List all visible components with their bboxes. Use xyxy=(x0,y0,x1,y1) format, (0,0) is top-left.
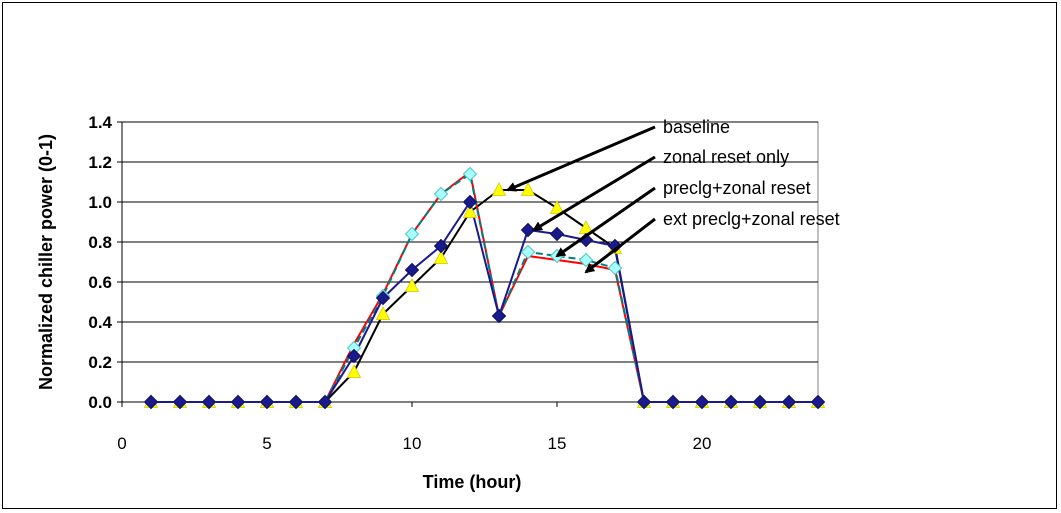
data-point-zonal-reset-only xyxy=(752,394,768,410)
y-tick-label: 0.4 xyxy=(88,313,112,332)
data-point-zonal-reset-only xyxy=(781,394,797,410)
data-point-zonal-reset-only xyxy=(172,394,188,410)
data-point-baseline xyxy=(433,250,449,264)
data-point-zonal-reset-only xyxy=(491,308,507,324)
data-point-ext-preclg-zonal-reset xyxy=(607,260,623,276)
annotation-label: ext preclg+zonal reset xyxy=(663,209,840,229)
data-point-baseline xyxy=(375,306,391,320)
data-point-zonal-reset-only xyxy=(201,394,217,410)
annotation-label: preclg+zonal reset xyxy=(663,178,811,198)
data-point-ext-preclg-zonal-reset xyxy=(433,186,449,202)
data-point-baseline xyxy=(491,182,507,196)
annotation-label: zonal reset only xyxy=(663,147,789,167)
y-tick-label: 0.0 xyxy=(88,393,112,412)
data-point-zonal-reset-only xyxy=(259,394,275,410)
y-tick-label: 0.2 xyxy=(88,353,112,372)
data-point-ext-preclg-zonal-reset xyxy=(520,244,536,260)
data-point-zonal-reset-only xyxy=(462,194,478,210)
x-tick-label: 0 xyxy=(117,434,126,453)
data-point-zonal-reset-only xyxy=(346,348,362,364)
data-point-zonal-reset-only xyxy=(375,290,391,306)
data-point-baseline xyxy=(404,278,420,292)
annotation-arrow xyxy=(584,217,656,274)
data-point-zonal-reset-only xyxy=(288,394,304,410)
annotation-arrow xyxy=(505,125,656,192)
data-point-zonal-reset-only xyxy=(317,394,333,410)
y-tick-label: 1.2 xyxy=(88,153,112,172)
data-point-zonal-reset-only xyxy=(549,226,565,242)
x-tick-label: 10 xyxy=(403,434,422,453)
data-point-zonal-reset-only xyxy=(230,394,246,410)
y-axis-title: Normalized chiller power (0-1) xyxy=(36,134,56,390)
data-point-zonal-reset-only xyxy=(636,394,652,410)
data-point-ext-preclg-zonal-reset xyxy=(462,166,478,182)
y-tick-label: 1.0 xyxy=(88,193,112,212)
data-point-zonal-reset-only xyxy=(810,394,826,410)
data-point-zonal-reset-only xyxy=(404,262,420,278)
data-point-ext-preclg-zonal-reset xyxy=(404,226,420,242)
y-tick-label: 1.4 xyxy=(88,113,112,132)
x-tick-label: 15 xyxy=(548,434,567,453)
annotation-arrow xyxy=(532,155,656,232)
data-point-baseline xyxy=(346,364,362,378)
data-point-zonal-reset-only xyxy=(665,394,681,410)
data-point-baseline xyxy=(549,200,565,214)
annotation-label: baseline xyxy=(663,117,730,137)
data-point-zonal-reset-only xyxy=(143,394,159,410)
x-tick-label: 20 xyxy=(693,434,712,453)
y-tick-label: 0.8 xyxy=(88,233,112,252)
marker-layer xyxy=(143,166,826,410)
data-point-baseline xyxy=(462,204,478,218)
data-point-zonal-reset-only xyxy=(433,238,449,254)
x-axis-title: Time (hour) xyxy=(423,472,522,492)
y-tick-label: 0.6 xyxy=(88,273,112,292)
annotation-layer: baseline zonal reset only preclg+zonal res… xyxy=(505,117,840,274)
data-point-baseline xyxy=(520,182,536,196)
data-point-zonal-reset-only xyxy=(723,394,739,410)
annotation-arrow xyxy=(555,186,656,258)
x-tick-label: 5 xyxy=(262,434,271,453)
data-point-zonal-reset-only xyxy=(607,238,623,254)
data-point-zonal-reset-only xyxy=(694,394,710,410)
